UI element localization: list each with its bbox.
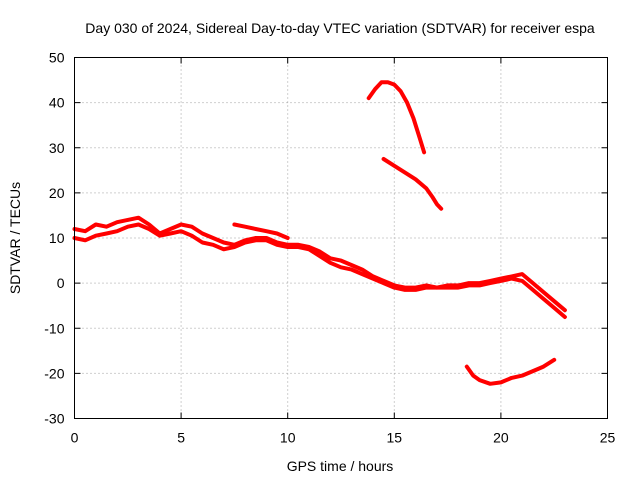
series-track-low-arc <box>464 357 557 386</box>
x-tick-label: 0 <box>71 430 79 446</box>
x-tick-label: 15 <box>387 430 403 446</box>
plot-frame <box>74 57 608 419</box>
tick-layer: 0 5 10 15 20 25 -30 -20 -10 0 10 20 30 40 50 <box>44 50 615 446</box>
y-tick-label: 20 <box>49 185 65 201</box>
y-tick-label: 40 <box>49 95 65 111</box>
y-tick-label: -20 <box>44 365 64 381</box>
y-tick-label: 10 <box>49 230 65 246</box>
series-track-segment-7h <box>232 222 290 240</box>
y-tick-label: 0 <box>57 275 65 291</box>
x-tick-label: 5 <box>177 430 185 446</box>
y-tick-label: 50 <box>49 50 65 66</box>
series-track-main-a <box>72 215 567 313</box>
series-layer <box>72 80 567 386</box>
series-track-high-arc <box>366 80 427 155</box>
x-tick-label: 10 <box>280 430 296 446</box>
x-tick-label: 25 <box>600 430 616 446</box>
series-track-main-b <box>72 222 567 319</box>
chart-title: Day 030 of 2024, Sidereal Day-to-day VTE… <box>85 20 595 36</box>
series-track-descending <box>381 157 444 211</box>
grid-layer <box>74 57 608 419</box>
y-tick-label: -10 <box>44 320 64 336</box>
y-tick-label: -30 <box>44 411 64 427</box>
y-axis-label: SDTVAR / TECUs <box>7 182 23 294</box>
x-axis-label: GPS time / hours <box>287 458 394 474</box>
y-tick-label: 30 <box>49 140 65 156</box>
x-tick-label: 20 <box>493 430 509 446</box>
